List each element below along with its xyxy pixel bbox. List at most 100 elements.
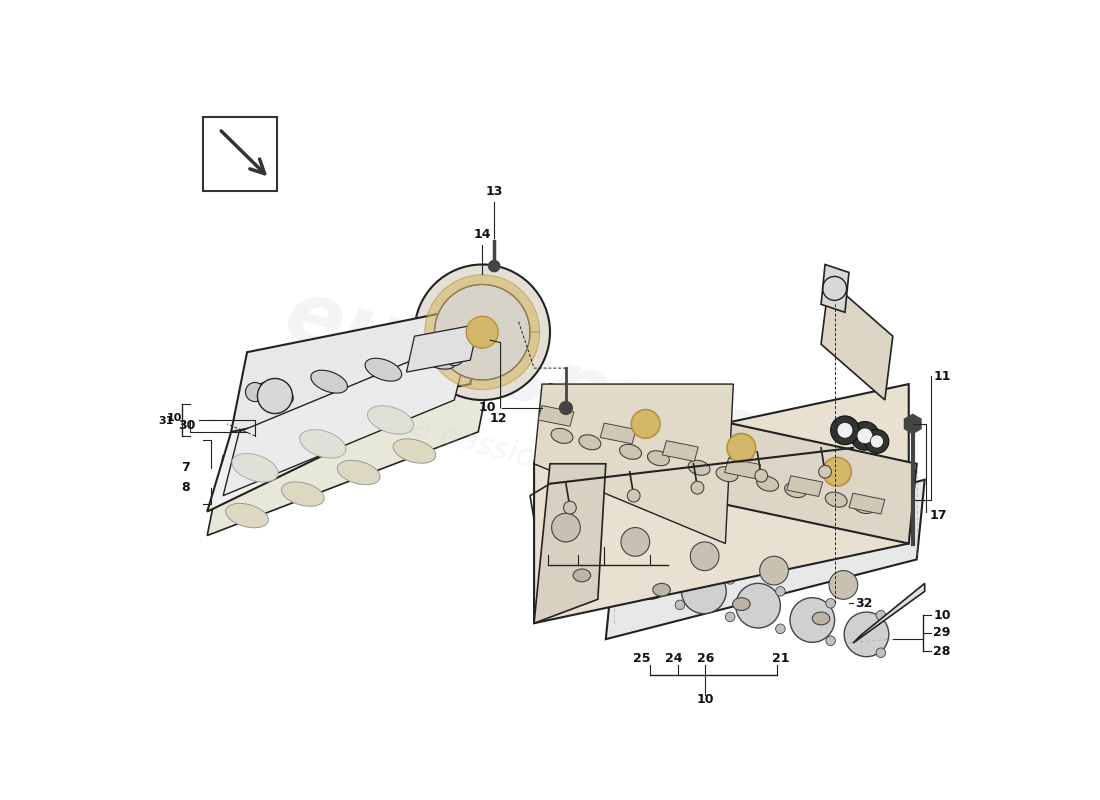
Circle shape (725, 574, 735, 584)
Polygon shape (207, 304, 486, 512)
Text: 12: 12 (490, 412, 507, 425)
Polygon shape (223, 336, 471, 496)
Ellipse shape (716, 466, 738, 482)
Ellipse shape (365, 358, 402, 381)
Circle shape (691, 482, 704, 494)
Text: 8: 8 (182, 481, 190, 494)
Polygon shape (786, 476, 823, 497)
Text: 13: 13 (485, 186, 503, 198)
Ellipse shape (282, 482, 324, 506)
Text: 10: 10 (166, 413, 182, 422)
Polygon shape (849, 494, 884, 514)
Polygon shape (231, 304, 486, 432)
FancyArrowPatch shape (221, 131, 265, 174)
Ellipse shape (367, 406, 414, 434)
Ellipse shape (652, 583, 670, 596)
Circle shape (625, 550, 635, 560)
Circle shape (844, 612, 889, 657)
Text: 30: 30 (178, 419, 195, 432)
Ellipse shape (757, 476, 779, 491)
Circle shape (876, 610, 886, 620)
Polygon shape (207, 352, 494, 535)
Text: 20: 20 (638, 543, 656, 556)
Text: 10: 10 (595, 571, 613, 585)
Text: 26: 26 (696, 652, 714, 665)
Ellipse shape (573, 569, 591, 582)
Circle shape (675, 600, 684, 610)
Circle shape (682, 569, 726, 614)
Circle shape (691, 542, 719, 570)
Ellipse shape (393, 439, 436, 463)
Ellipse shape (733, 598, 750, 610)
Text: 31: 31 (158, 416, 174, 426)
Ellipse shape (854, 498, 874, 514)
Text: 32: 32 (856, 597, 872, 610)
Circle shape (760, 556, 789, 585)
Circle shape (727, 434, 756, 462)
Text: 25: 25 (632, 652, 650, 665)
Ellipse shape (648, 450, 670, 466)
Polygon shape (535, 384, 909, 623)
Polygon shape (601, 423, 636, 444)
Circle shape (818, 466, 832, 478)
Ellipse shape (419, 346, 455, 369)
Polygon shape (425, 275, 540, 390)
Circle shape (829, 570, 858, 599)
Circle shape (870, 435, 883, 448)
Ellipse shape (232, 454, 278, 482)
Ellipse shape (256, 382, 294, 405)
Polygon shape (662, 441, 698, 462)
Circle shape (790, 598, 835, 642)
Ellipse shape (551, 428, 573, 443)
Polygon shape (535, 464, 606, 623)
Text: 24: 24 (664, 652, 682, 665)
Polygon shape (821, 281, 893, 400)
Ellipse shape (689, 460, 710, 475)
Circle shape (725, 612, 735, 622)
Circle shape (245, 382, 265, 402)
Ellipse shape (299, 430, 345, 458)
Text: 28: 28 (934, 645, 950, 658)
Text: 21: 21 (772, 652, 790, 665)
Circle shape (415, 265, 550, 400)
Text: 10: 10 (478, 402, 496, 414)
Circle shape (755, 470, 768, 482)
Ellipse shape (579, 434, 601, 450)
Circle shape (627, 490, 640, 502)
Ellipse shape (311, 370, 348, 393)
Ellipse shape (825, 492, 847, 507)
Ellipse shape (812, 612, 829, 625)
Polygon shape (538, 406, 574, 426)
Text: eurospares: eurospares (276, 274, 824, 494)
Circle shape (466, 316, 498, 348)
Circle shape (563, 502, 576, 514)
Circle shape (876, 648, 886, 658)
Ellipse shape (784, 482, 806, 498)
Polygon shape (852, 583, 925, 643)
Ellipse shape (226, 503, 268, 528)
Polygon shape (821, 265, 849, 312)
Text: 10: 10 (696, 694, 714, 706)
Circle shape (625, 588, 635, 598)
Circle shape (444, 346, 464, 366)
Circle shape (434, 285, 530, 380)
Text: 23: 23 (566, 543, 584, 556)
Text: 14: 14 (473, 227, 491, 241)
Circle shape (823, 458, 851, 486)
Circle shape (627, 554, 672, 599)
Circle shape (560, 402, 572, 414)
Polygon shape (535, 384, 734, 543)
Text: 7: 7 (182, 462, 190, 474)
Polygon shape (606, 480, 925, 639)
Circle shape (675, 562, 684, 572)
Circle shape (736, 583, 780, 628)
Circle shape (776, 586, 785, 596)
Ellipse shape (338, 460, 379, 485)
Polygon shape (407, 324, 478, 372)
Ellipse shape (619, 444, 641, 459)
Text: 17: 17 (930, 509, 947, 522)
Text: 11: 11 (934, 370, 952, 382)
Polygon shape (725, 458, 760, 479)
Polygon shape (535, 384, 916, 543)
Text: 22: 22 (595, 543, 613, 556)
